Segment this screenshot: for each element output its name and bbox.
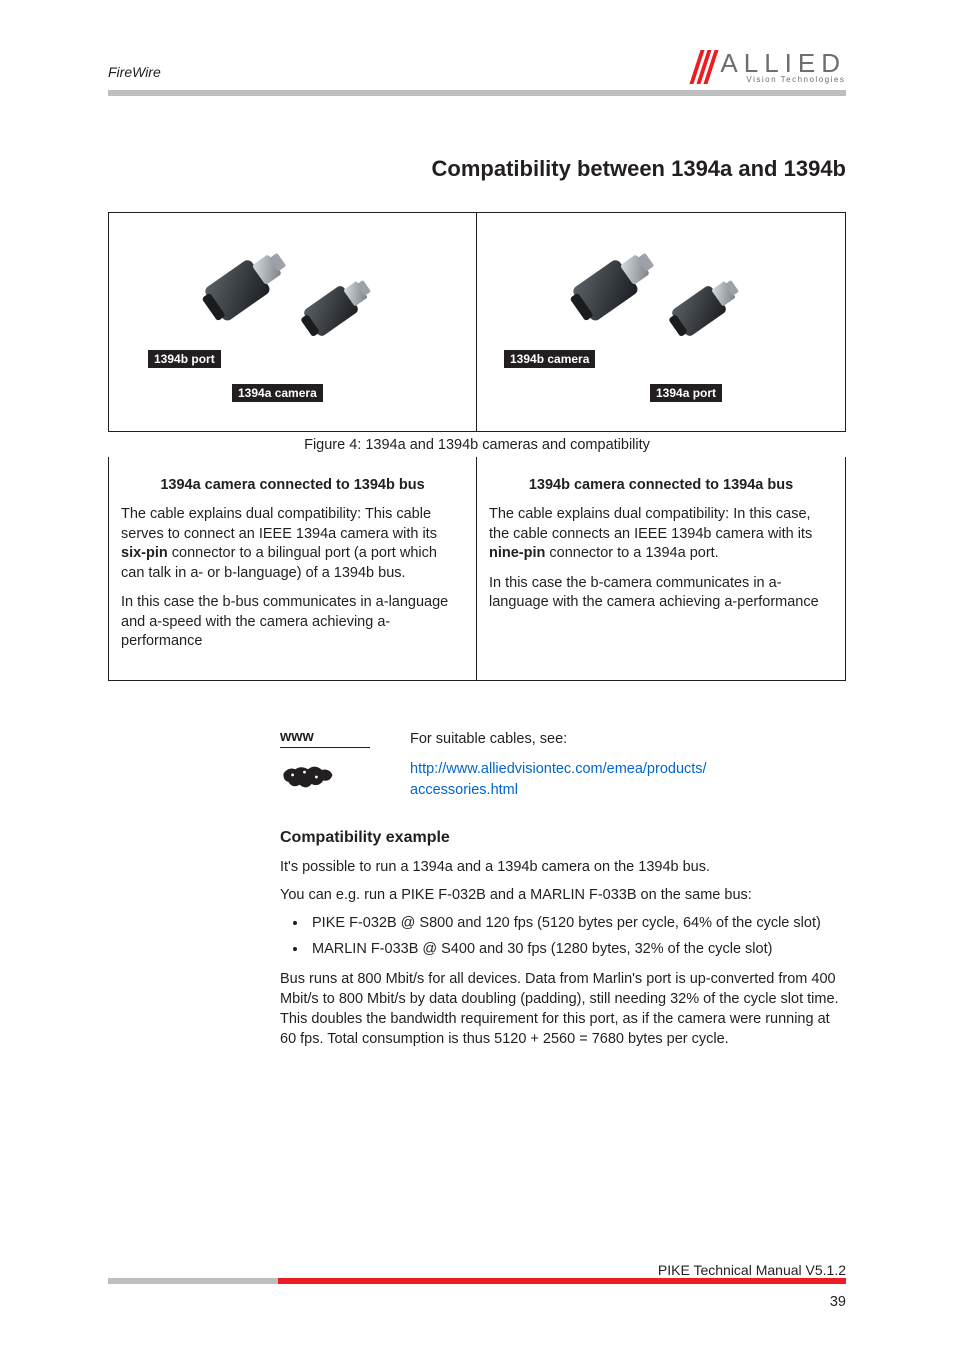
company-logo: ALLIED Vision Technologies xyxy=(695,50,846,84)
logo-main-text: ALLIED xyxy=(720,50,846,76)
badge-1394b-camera: 1394b camera xyxy=(503,349,596,369)
badge-1394a-camera: 1394a camera xyxy=(231,383,324,403)
logo-slashes-icon xyxy=(695,50,716,84)
page-footer: PIKE Technical Manual V5.1.2 39 xyxy=(108,1286,846,1310)
list-item: PIKE F-032B @ S800 and 120 fps (5120 byt… xyxy=(308,913,846,933)
www-callout: www For suitable cables, see: http://www… xyxy=(280,729,846,801)
section-heading: Compatibility between 1394a and 1394b xyxy=(108,156,846,182)
text: Bus runs at 800 Mbit/s for all devices. … xyxy=(280,969,846,1049)
text: connector to a bilingual port (a port wh… xyxy=(121,545,437,581)
left-column-body: The cable explains dual compatibility: T… xyxy=(121,505,464,652)
compatibility-figure: 1394b port 1394a camera xyxy=(108,212,846,681)
section-label: FireWire xyxy=(108,64,161,84)
text: The cable explains dual compatibility: T… xyxy=(121,506,437,542)
right-column-body: The cable explains dual compatibility: I… xyxy=(489,505,833,613)
firewire-cable-icon xyxy=(173,248,413,398)
text: In this case the b-camera communicates i… xyxy=(489,574,833,613)
header-divider xyxy=(108,90,846,96)
figure-caption: Figure 4: 1394a and 1394b cameras and co… xyxy=(108,437,846,453)
compat-example-heading: Compatibility example xyxy=(280,829,846,847)
list-item: MARLIN F-033B @ S400 and 30 fps (1280 by… xyxy=(308,939,846,959)
text: connector to a 1394a port. xyxy=(545,545,718,561)
footer-divider xyxy=(108,1278,846,1284)
text: The cable explains dual compatibility: I… xyxy=(489,506,812,542)
right-connector-diagram: 1394b camera 1394a port xyxy=(489,233,833,413)
left-connector-diagram: 1394b port 1394a camera xyxy=(121,233,464,413)
cables-link[interactable]: accessories.html xyxy=(410,782,518,798)
globe-icon xyxy=(280,758,336,796)
footer-manual-version: PIKE Technical Manual V5.1.2 xyxy=(108,1262,846,1278)
www-label: www xyxy=(280,729,370,748)
text: In this case the b-bus communicates in a… xyxy=(121,593,464,652)
left-column-subhead: 1394a camera connected to 1394b bus xyxy=(121,477,464,493)
firewire-cable-icon xyxy=(541,248,781,398)
text: It's possible to run a 1394a and a 1394b… xyxy=(280,857,846,877)
cables-link[interactable]: http://www.alliedvisiontec.com/emea/prod… xyxy=(410,761,707,777)
text-bold: six-pin xyxy=(121,545,168,561)
www-intro: For suitable cables, see: xyxy=(410,729,707,749)
logo-sub-text: Vision Technologies xyxy=(746,76,846,84)
compat-example-body: It's possible to run a 1394a and a 1394b… xyxy=(280,857,846,1049)
badge-1394a-port: 1394a port xyxy=(649,383,723,403)
text: You can e.g. run a PIKE F-032B and a MAR… xyxy=(280,885,846,905)
right-column-subhead: 1394b camera connected to 1394a bus xyxy=(489,477,833,493)
text-bold: nine-pin xyxy=(489,545,545,561)
page-number: 39 xyxy=(108,1294,846,1310)
badge-1394b-port: 1394b port xyxy=(147,349,222,369)
page-header: FireWire ALLIED Vision Technologies xyxy=(108,50,846,84)
